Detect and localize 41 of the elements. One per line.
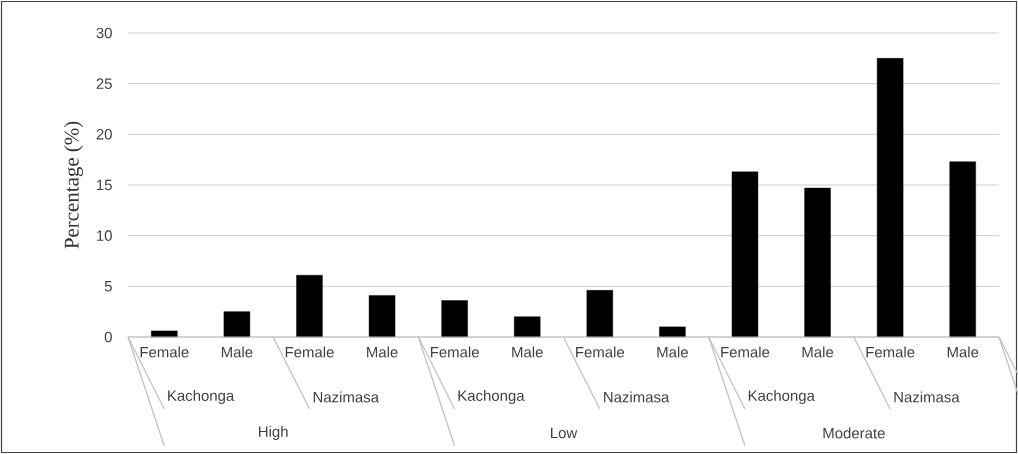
- bar: [659, 326, 686, 338]
- y-tick-label: 10: [97, 230, 112, 241]
- bar: [296, 274, 323, 338]
- bar: [368, 295, 396, 338]
- bar: [441, 300, 468, 338]
- x-tick-label: Male: [512, 346, 543, 358]
- x-tick-label: Female: [866, 346, 915, 358]
- bar: [223, 311, 251, 338]
- y-tick-label: 15: [97, 179, 112, 191]
- x-tick-label: Male: [657, 346, 688, 358]
- text: Low: [551, 427, 578, 439]
- x-tick-label: Female: [576, 346, 625, 358]
- x-tick-label: Male: [802, 346, 834, 358]
- x-tick-label: Female: [140, 346, 189, 358]
- bar: [731, 171, 759, 338]
- y-axis-title: Percentage (%): [64, 121, 84, 249]
- bar: [804, 187, 831, 338]
- text: Kachonga: [748, 390, 815, 404]
- bar: [586, 290, 613, 338]
- bar: [514, 316, 541, 338]
- y-tick-label: 5: [104, 281, 112, 292]
- bar: [876, 58, 904, 338]
- text: Kachonga: [458, 390, 525, 404]
- x-tick-label: Female: [285, 346, 334, 358]
- y-tick-label: 30: [96, 27, 112, 39]
- x-tick-label: Male: [221, 346, 253, 358]
- bar: [949, 161, 976, 338]
- text: Kachonga: [168, 390, 235, 404]
- x-tick-label: Female: [430, 346, 479, 358]
- text: Nazimasa: [894, 391, 960, 403]
- x-tick-label: Female: [721, 346, 770, 358]
- text: High: [259, 426, 288, 440]
- x-tick-label: Male: [367, 346, 398, 358]
- x-tick-label: Male: [947, 346, 979, 358]
- bar: [151, 330, 178, 338]
- text: Nazimasa: [604, 391, 670, 403]
- text: Moderate: [823, 427, 885, 439]
- y-tick-label: 0: [104, 331, 112, 343]
- y-tick-label: 20: [96, 129, 112, 140]
- text: Nazimasa: [313, 391, 379, 403]
- y-tick-label: 25: [96, 78, 112, 89]
